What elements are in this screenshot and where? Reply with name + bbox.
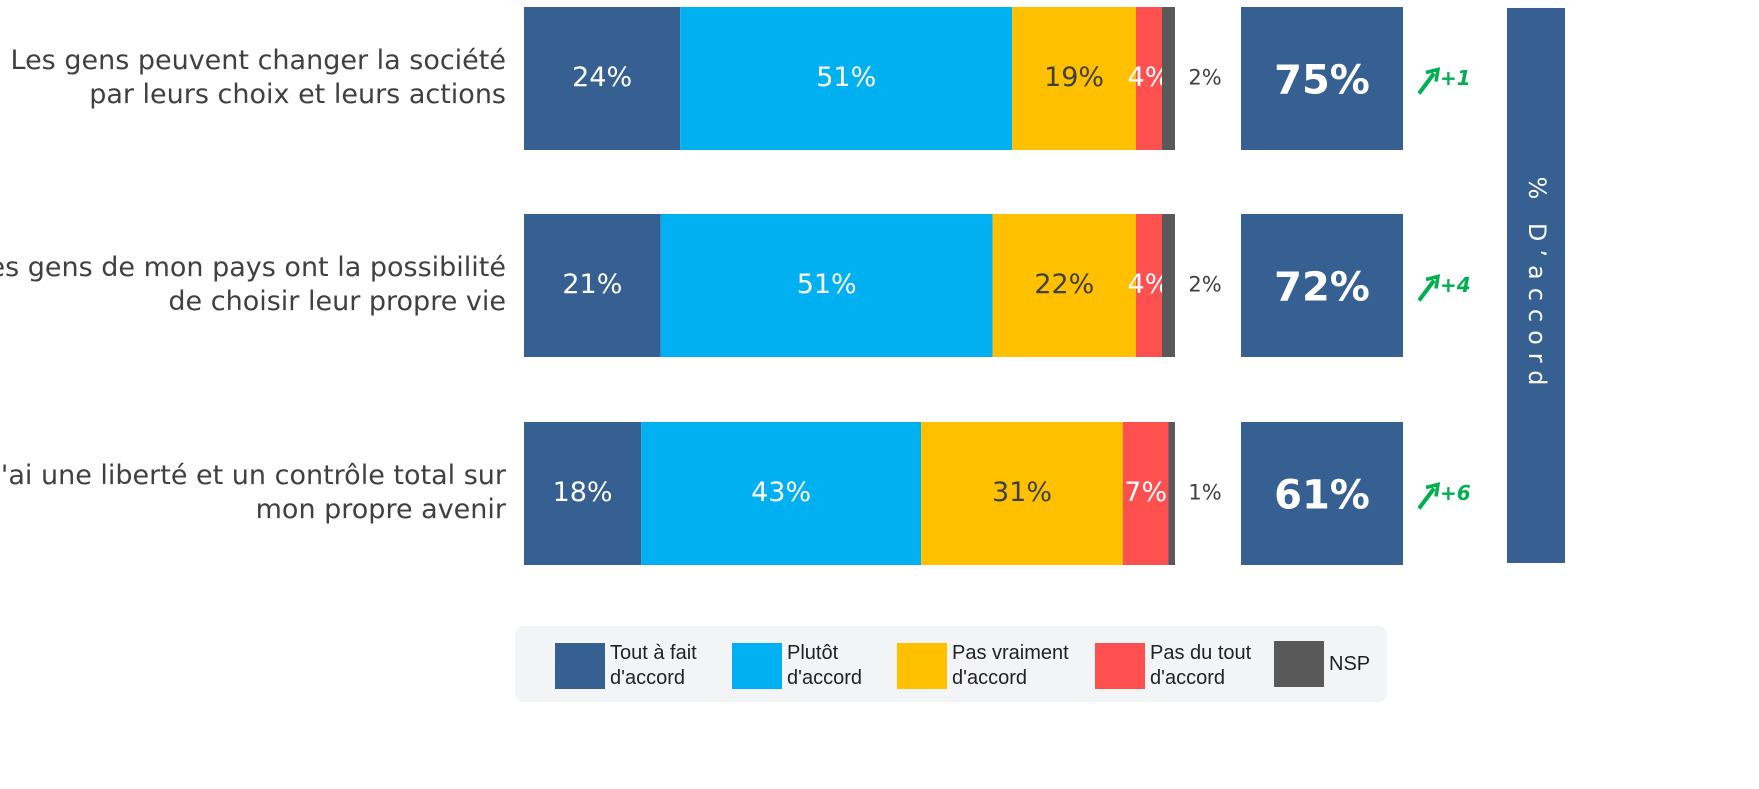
legend-swatch: [1274, 641, 1324, 687]
legend-label: Pas vraiment d'accord: [952, 642, 1069, 689]
value-label: 2%: [1188, 273, 1221, 297]
net-title-box: [1507, 8, 1565, 563]
bar-segment: [992, 214, 1136, 357]
change-label: +6: [1440, 481, 1471, 505]
value-label: 24%: [572, 62, 632, 93]
bar-segment: [1135, 214, 1162, 357]
net-label: 75%: [1274, 58, 1370, 104]
legend-swatch: [897, 643, 947, 689]
value-label: 22%: [1034, 269, 1094, 300]
category-label: Les gens peuvent changer la société: [11, 45, 507, 76]
change-arrowhead: [1425, 274, 1441, 289]
legend-label: Pas du tout d'accord: [1150, 642, 1252, 689]
bar-segment: [1122, 422, 1169, 565]
legend: Tout à fait d'accord Plutôt d'accord Pas v…: [515, 626, 1387, 702]
value-label: 31%: [992, 477, 1052, 508]
legend-item: Pas du tout d'accord: [1095, 641, 1270, 691]
legend-swatch: [555, 643, 605, 689]
value-label: 19%: [1044, 62, 1104, 93]
change-label: +1: [1440, 66, 1471, 90]
bar-segment: [921, 422, 1123, 565]
bar-segment: [524, 422, 642, 565]
net-box: [1241, 214, 1403, 357]
bar-segment: [1168, 422, 1175, 565]
change-arrowhead: [1425, 67, 1441, 82]
legend-swatch: [1095, 643, 1145, 689]
legend-item: Tout à fait d'accord: [555, 641, 720, 691]
bar-segment: [1161, 214, 1175, 357]
bar-segment: [524, 7, 681, 150]
bar-segment: [660, 214, 993, 357]
net-box: [1241, 7, 1403, 150]
change-label: +4: [1440, 273, 1471, 297]
change-arrow: [1417, 487, 1436, 510]
value-label: 1%: [1188, 481, 1221, 505]
category-label: par leurs choix et leurs actions: [89, 79, 506, 110]
bar-segment: [680, 7, 1013, 150]
net-box: [1241, 422, 1403, 565]
category-label: de choisir leur propre vie: [168, 286, 506, 317]
value-label: 7%: [1124, 477, 1167, 508]
value-label: 43%: [751, 477, 811, 508]
net-label: 61%: [1274, 473, 1370, 519]
change-arrow: [1417, 279, 1436, 302]
value-label: 51%: [797, 269, 857, 300]
change-arrow: [1417, 72, 1436, 95]
bar-segment: [524, 214, 661, 357]
legend-swatch: [732, 643, 782, 689]
value-label: 21%: [562, 269, 622, 300]
legend-item: NSP: [1274, 641, 1389, 687]
legend-label: NSP: [1329, 652, 1371, 675]
legend-item: Pas vraiment d'accord: [897, 641, 1087, 691]
category-label: mon propre avenir: [256, 494, 507, 525]
legend-label: Plutôt d'accord: [787, 642, 862, 689]
bar-segment: [1161, 7, 1175, 150]
net-title: % D’accord: [1523, 176, 1551, 393]
value-label: 18%: [553, 477, 613, 508]
category-label: J'ai une liberté et un contrôle total su…: [0, 460, 507, 491]
bar-segment: [1012, 7, 1136, 150]
net-label: 72%: [1274, 265, 1370, 311]
legend-item: Plutôt d'accord: [732, 641, 887, 691]
change-arrowhead: [1425, 482, 1441, 497]
bar-segment: [1135, 7, 1162, 150]
legend-label: Tout à fait d'accord: [610, 642, 697, 689]
value-label: 2%: [1188, 66, 1221, 90]
bar-segment: [641, 422, 922, 565]
value-label: 51%: [816, 62, 876, 93]
category-label: Les gens de mon pays ont la possibilité: [0, 252, 506, 283]
